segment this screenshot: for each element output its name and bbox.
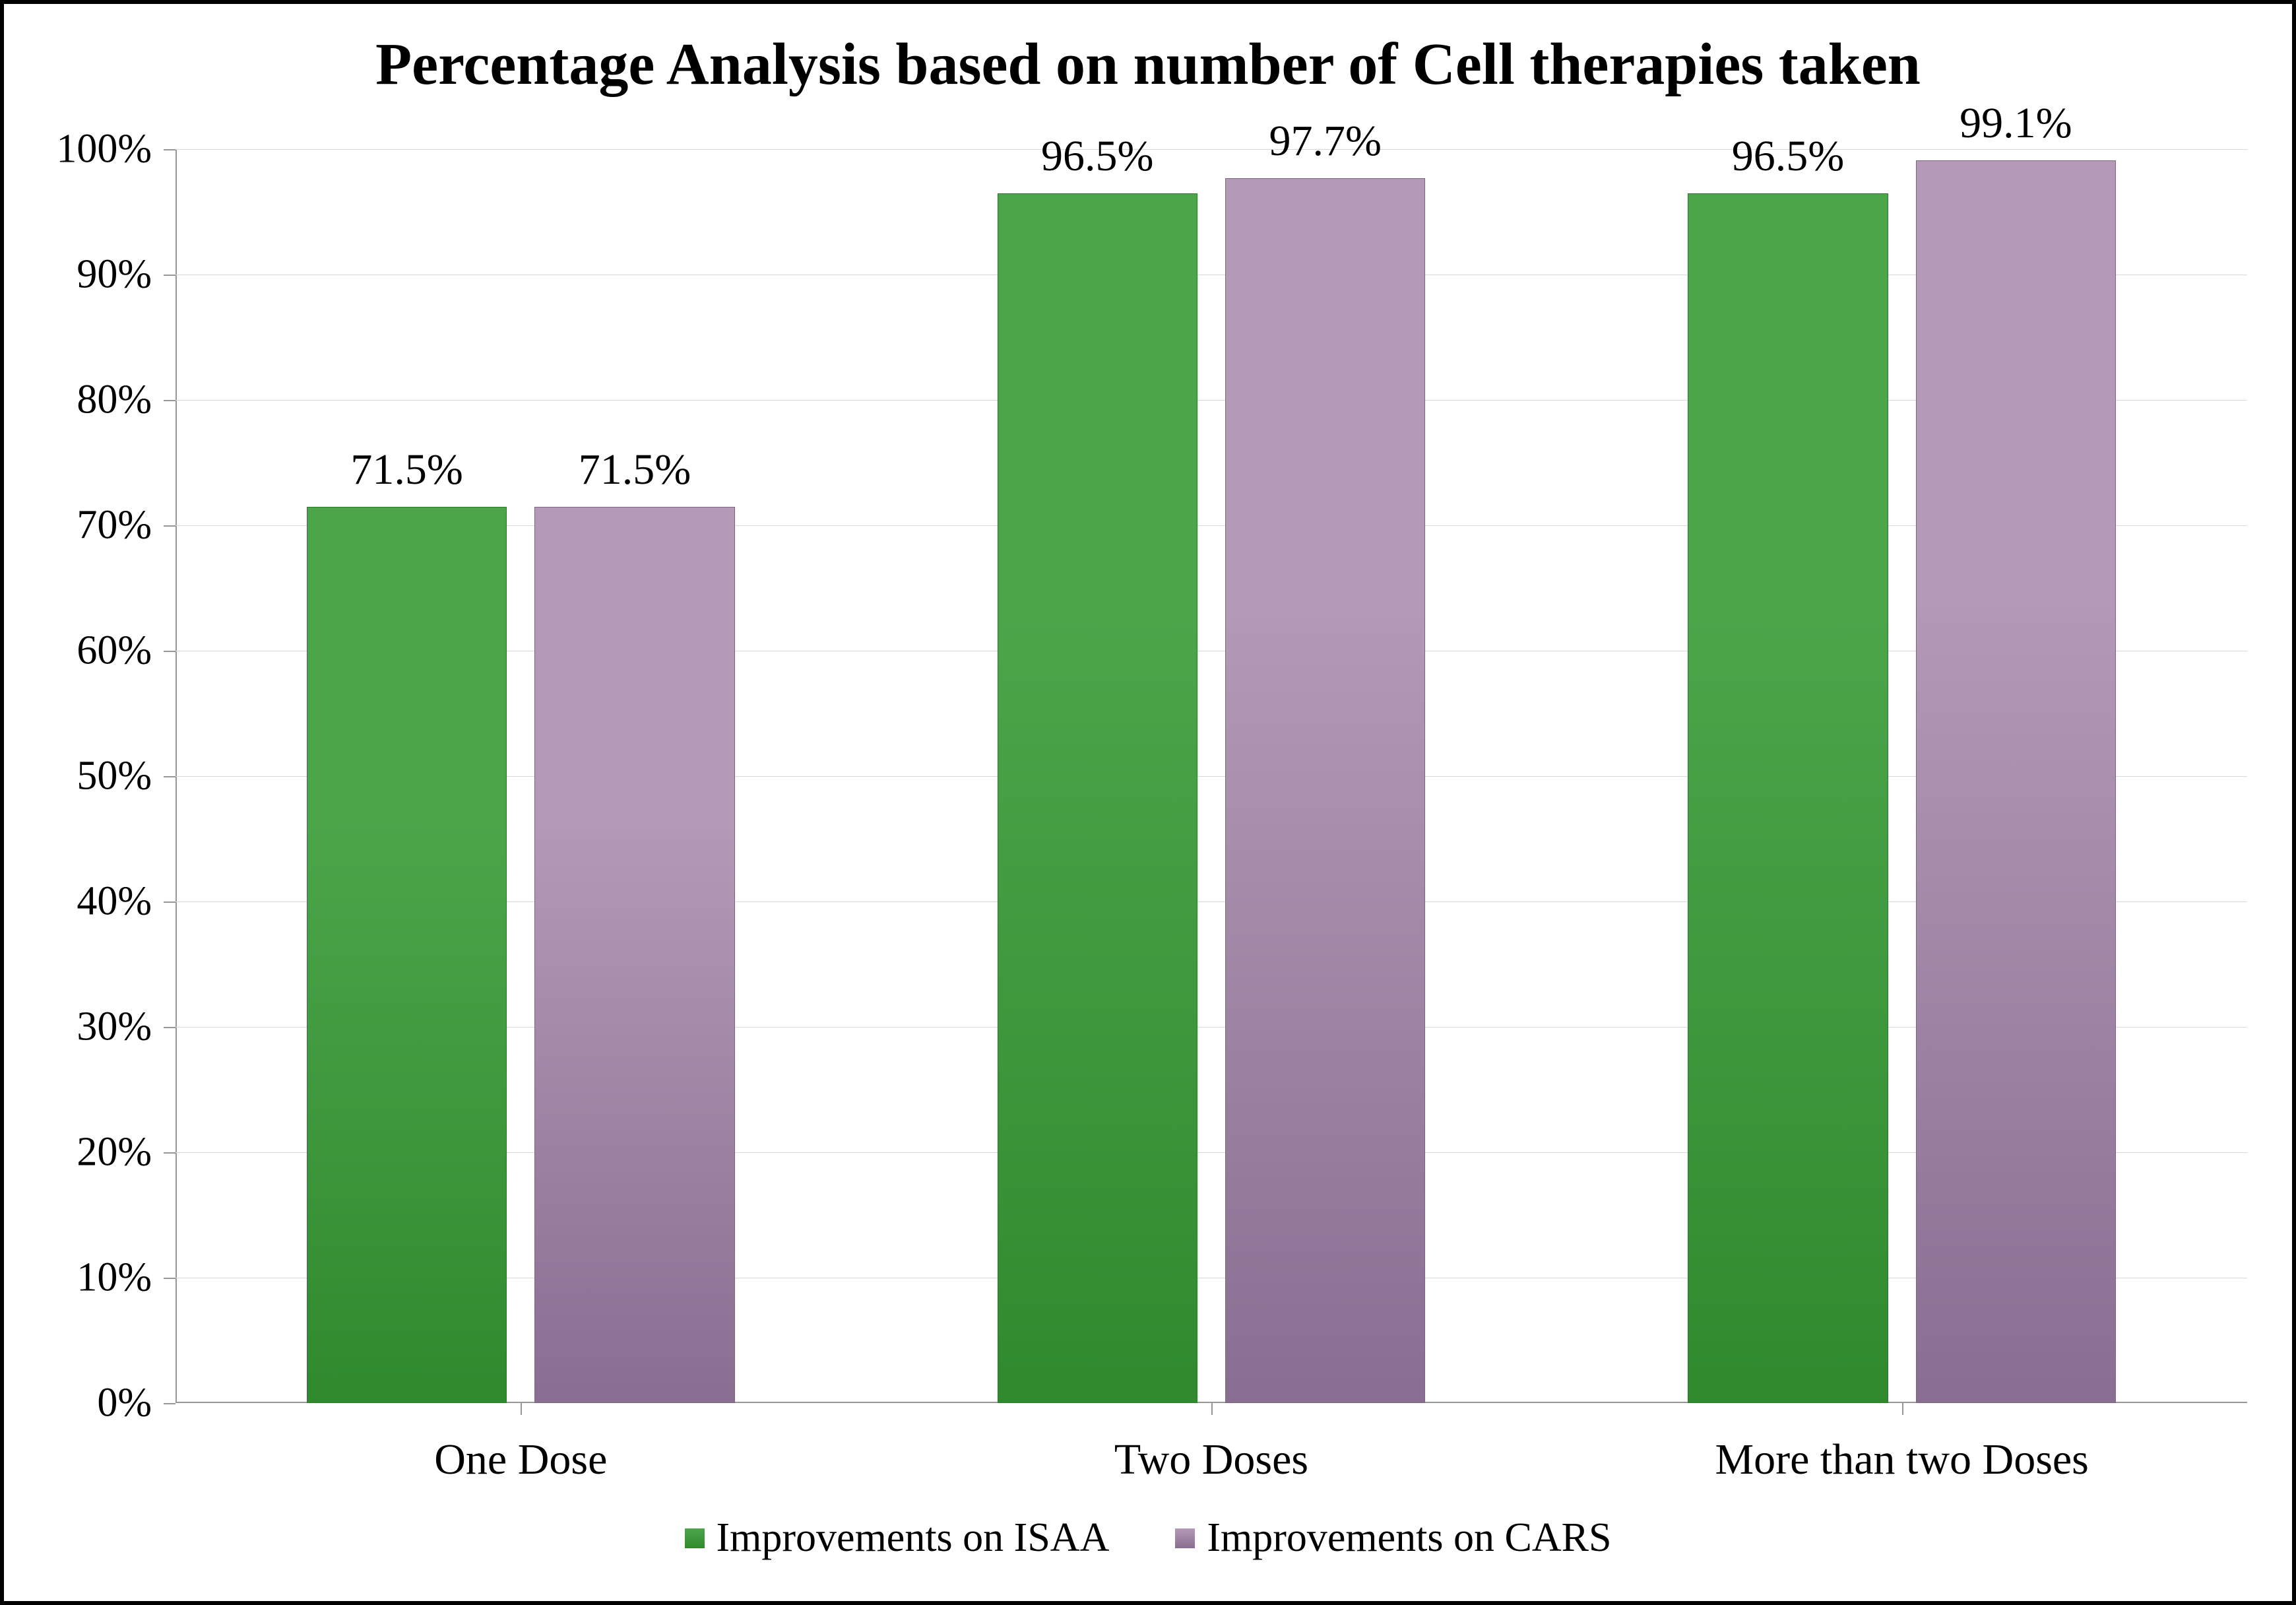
y-tick-label: 30% [20,1004,152,1051]
y-tick-label: 60% [20,628,152,674]
y-tick-label: 90% [20,251,152,298]
y-tick-label: 100% [20,126,152,173]
bar-value-label: 71.5% [579,445,691,495]
bar-value-label: 99.1% [1960,98,2072,148]
x-tick-mark [1211,1403,1213,1415]
chart-title: Percentage Analysis based on number of C… [4,30,2292,98]
y-tick-label: 70% [20,502,152,549]
legend-swatch-icon [1175,1528,1195,1548]
bar-value-label: 96.5% [1041,131,1153,181]
bar-cars [1225,178,1426,1403]
legend-label: Improvements on ISAA [717,1515,1110,1561]
legend-item-cars: Improvements on CARS [1175,1515,1611,1561]
y-tick-label: 10% [20,1255,152,1301]
bar-value-label: 96.5% [1732,131,1844,181]
y-tick-mark [164,1027,175,1028]
y-tick-label: 40% [20,878,152,925]
bar-isaa [1688,193,1888,1404]
y-tick-mark [164,1278,175,1279]
bar-cars [534,507,735,1404]
y-tick-label: 20% [20,1129,152,1176]
bar-value-label: 97.7% [1269,116,1381,166]
y-tick-label: 0% [20,1380,152,1427]
y-tick-mark [164,651,175,652]
y-tick-mark [164,1403,175,1404]
y-tick-mark [164,1152,175,1154]
y-tick-mark [164,776,175,777]
x-tick-mark [521,1403,522,1415]
y-tick-mark [164,149,175,150]
gridline [175,149,2247,150]
legend-swatch-icon [685,1528,705,1548]
x-tick-label: One Dose [434,1435,607,1485]
bar-isaa [998,193,1198,1404]
y-tick-mark [164,901,175,903]
y-tick-label: 50% [20,753,152,800]
x-tick-mark [1902,1403,1903,1415]
x-tick-label: More than two Doses [1715,1435,2088,1485]
bar-cars [1916,160,2117,1403]
legend: Improvements on ISAA Improvements on CARS [4,1515,2292,1561]
y-tick-label: 80% [20,377,152,424]
y-tick-mark [164,275,175,276]
bar-isaa [307,507,507,1404]
x-tick-label: Two Doses [1114,1435,1308,1485]
chart-frame: Percentage Analysis based on number of C… [0,0,2296,1605]
y-tick-mark [164,400,175,401]
y-tick-mark [164,525,175,527]
bar-value-label: 71.5% [350,445,462,495]
plot-area: 0%10%20%30%40%50%60%70%80%90%100%One Dos… [175,149,2247,1403]
legend-item-isaa: Improvements on ISAA [685,1515,1110,1561]
legend-label: Improvements on CARS [1207,1515,1611,1561]
